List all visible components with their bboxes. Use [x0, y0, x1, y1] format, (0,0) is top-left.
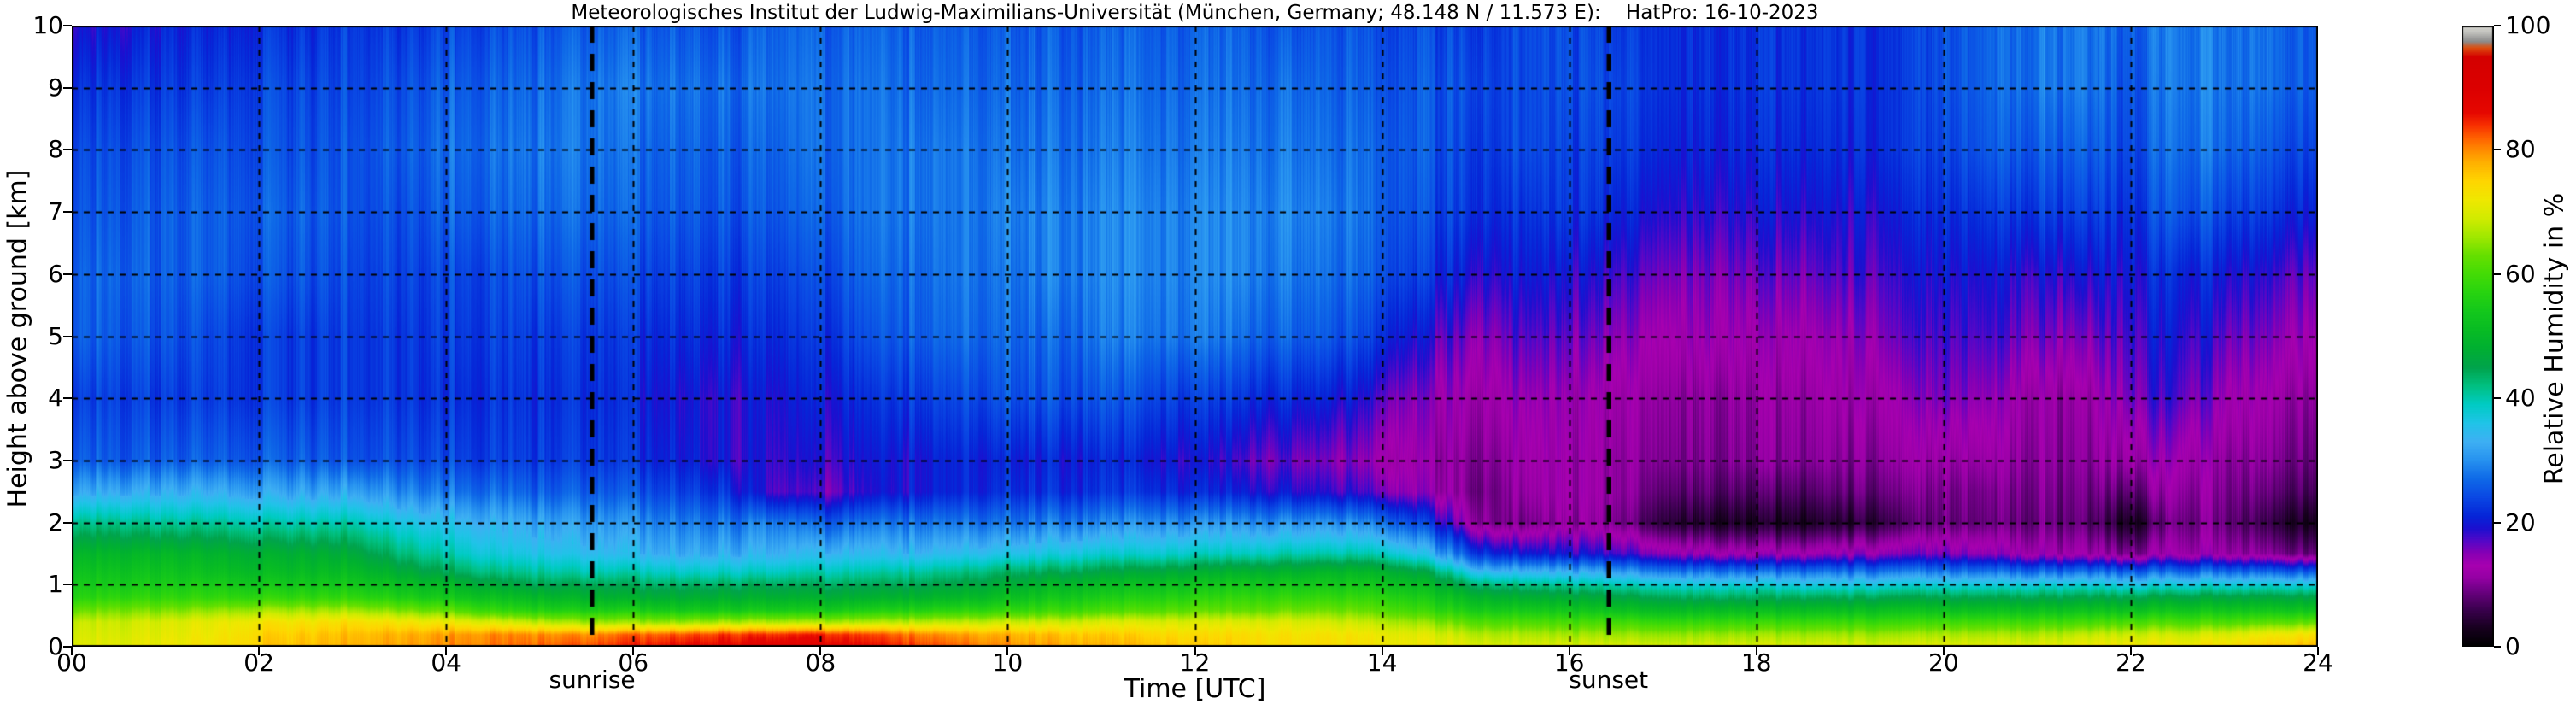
x-tick-label: 10 — [992, 648, 1024, 677]
x-tick-label: 16 — [1553, 648, 1585, 677]
x-tick-mark — [1381, 647, 1383, 655]
y-tick-mark — [63, 273, 72, 275]
colorbar-tick-label: 40 — [2505, 384, 2536, 413]
humidity-heatmap-canvas — [72, 26, 2318, 647]
x-axis-label: Time [UTC] — [1124, 674, 1266, 704]
colorbar-axis-label: Relative Humidity in % — [2539, 192, 2570, 485]
y-tick-mark — [63, 335, 72, 337]
y-tick-label: 6 — [48, 259, 63, 288]
x-tick-label: 24 — [2303, 648, 2333, 677]
y-tick-label: 8 — [48, 135, 63, 164]
y-tick-mark — [63, 86, 72, 89]
x-tick-label: 22 — [2115, 648, 2146, 677]
x-tick-label: 12 — [1179, 648, 1211, 677]
x-tick-label: 08 — [805, 648, 836, 677]
y-tick-mark — [63, 584, 72, 586]
y-tick-mark — [63, 149, 72, 151]
y-tick-mark — [63, 459, 72, 461]
y-tick-label: 10 — [32, 11, 63, 39]
colorbar-tick-mark — [2494, 521, 2501, 524]
sunset-annotation: sunset — [1569, 666, 1649, 694]
y-tick-mark — [63, 211, 72, 214]
y-tick-mark — [63, 646, 72, 648]
colorbar-tick-mark — [2494, 273, 2501, 275]
y-tick-label: 0 — [48, 632, 63, 660]
x-tick-mark — [1006, 647, 1009, 655]
y-tick-mark — [63, 25, 72, 26]
x-tick-mark — [71, 647, 73, 655]
x-tick-mark — [1942, 647, 1945, 655]
y-tick-mark — [63, 521, 72, 524]
x-tick-mark — [258, 647, 261, 655]
x-tick-mark — [819, 647, 822, 655]
colorbar-tick-mark — [2494, 397, 2501, 400]
y-tick-label: 5 — [48, 321, 63, 350]
colorbar-tick-label: 0 — [2505, 632, 2520, 660]
colorbar-canvas — [2462, 26, 2494, 647]
x-tick-label: 18 — [1740, 648, 1772, 677]
y-tick-label: 9 — [48, 73, 63, 102]
x-tick-mark — [2317, 647, 2319, 655]
y-tick-mark — [63, 397, 72, 400]
plot-title: Meteorologisches Institut der Ludwig-Max… — [571, 2, 1819, 24]
x-tick-label: 02 — [244, 648, 274, 677]
sunrise-annotation: sunrise — [549, 666, 636, 694]
x-tick-mark — [445, 647, 448, 655]
y-tick-label: 3 — [48, 445, 63, 474]
y-tick-label: 2 — [48, 507, 63, 537]
colorbar-tick-mark — [2494, 149, 2501, 151]
y-tick-label: 1 — [48, 570, 63, 599]
x-tick-label: 04 — [431, 648, 461, 677]
colorbar-tick-mark — [2494, 25, 2501, 26]
x-tick-mark — [1194, 647, 1196, 655]
x-tick-mark — [632, 647, 635, 655]
x-tick-label: 00 — [56, 648, 87, 677]
y-tick-label: 4 — [48, 384, 63, 413]
colorbar-tick-label: 60 — [2505, 259, 2536, 288]
x-tick-mark — [1755, 647, 1757, 655]
y-tick-label: 7 — [48, 197, 63, 226]
colorbar-tick-label: 80 — [2505, 135, 2536, 164]
x-tick-label: 14 — [1366, 648, 1398, 677]
x-tick-mark — [2129, 647, 2132, 655]
colorbar-tick-label: 100 — [2505, 11, 2551, 39]
colorbar-tick-mark — [2494, 646, 2501, 648]
colorbar-tick-label: 20 — [2505, 507, 2536, 537]
x-tick-label: 20 — [1928, 648, 1959, 677]
x-tick-label: 06 — [618, 648, 649, 677]
x-tick-mark — [1568, 647, 1570, 655]
